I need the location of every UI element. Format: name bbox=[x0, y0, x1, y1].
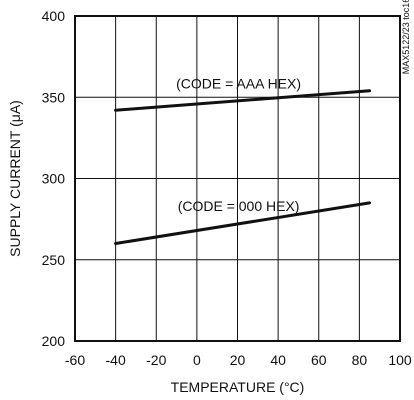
x-tick-label: 60 bbox=[311, 352, 327, 368]
figure-code: MAX5122/23 toc16 bbox=[401, 0, 411, 74]
x-tick-label: 100 bbox=[388, 352, 412, 368]
series-line-1 bbox=[114, 201, 372, 245]
series-group: (CODE = AAA HEX) (CODE = 000 HEX) bbox=[114, 76, 372, 245]
x-tick-label: 40 bbox=[270, 352, 286, 368]
series-label-0: (CODE = AAA HEX) bbox=[176, 76, 301, 92]
y-tick-label: 300 bbox=[42, 171, 66, 187]
x-tick-labels: -60 -40 -20 0 20 40 60 80 100 bbox=[65, 352, 412, 368]
x-tick-label: -60 bbox=[65, 352, 85, 368]
y-tick-label: 250 bbox=[42, 252, 66, 268]
series-line-0 bbox=[114, 89, 372, 112]
y-tick-labels: 200 250 300 350 400 bbox=[42, 8, 66, 349]
x-tick-label: -40 bbox=[106, 352, 126, 368]
series-label-1: (CODE = 000 HEX) bbox=[178, 198, 300, 214]
x-tick-label: 80 bbox=[352, 352, 368, 368]
y-tick-label: 350 bbox=[42, 89, 66, 105]
y-tick-label: 200 bbox=[42, 333, 66, 349]
x-axis-title: TEMPERATURE (°C) bbox=[171, 379, 305, 395]
x-tick-label: 20 bbox=[230, 352, 246, 368]
y-axis-title: SUPPLY CURRENT (μA) bbox=[7, 100, 23, 257]
y-tick-label: 400 bbox=[42, 8, 66, 24]
x-tick-label: -20 bbox=[146, 352, 166, 368]
x-tick-label: 0 bbox=[193, 352, 201, 368]
plot-frame bbox=[74, 15, 401, 342]
grid bbox=[74, 15, 401, 342]
